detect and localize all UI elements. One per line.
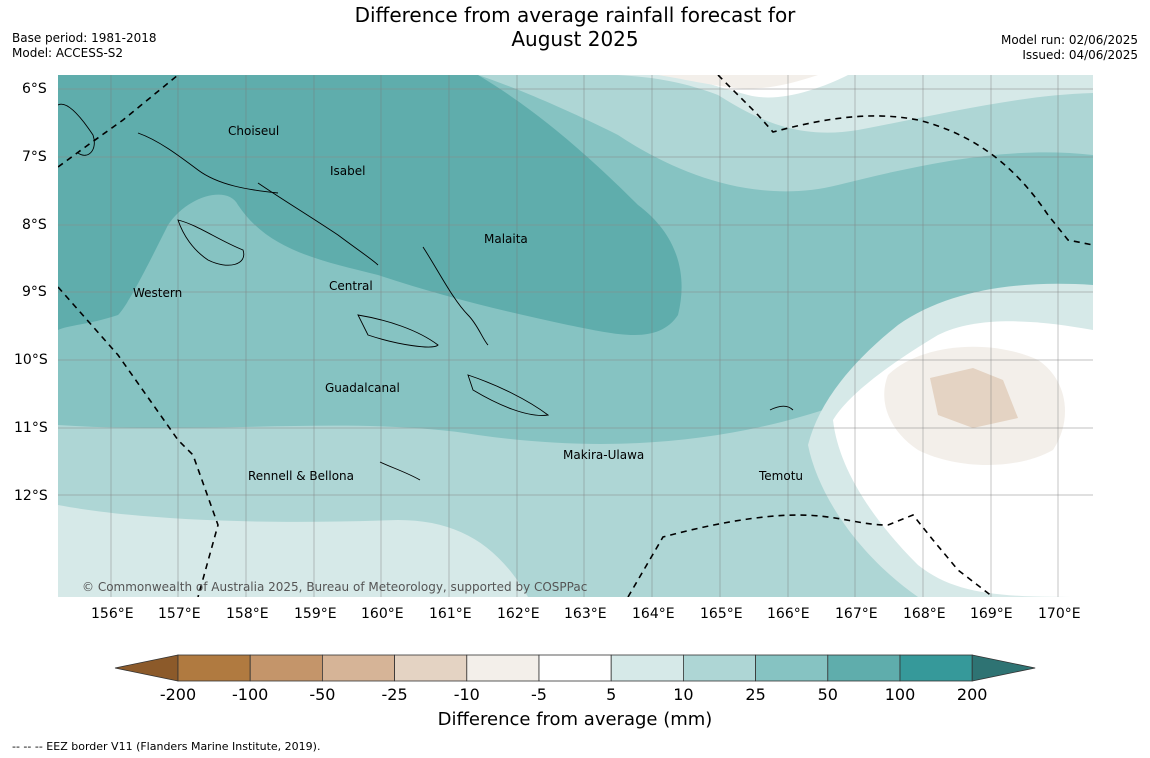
label-guadalcanal: Guadalcanal <box>325 381 400 395</box>
isabel-outline <box>257 182 379 266</box>
label-malaita: Malaita <box>484 232 528 246</box>
rennell-outline <box>379 461 421 481</box>
bougainville-outline <box>58 103 95 156</box>
lon-label-157e: 157°E <box>158 606 201 622</box>
colorbar-cell <box>683 654 757 682</box>
colorbar-cell <box>827 654 901 682</box>
base-period: Base period: 1981-2018 <box>12 31 157 45</box>
colorbar-cell <box>321 654 395 682</box>
colorbar-tick-label: 50 <box>818 685 838 704</box>
label-temotu: Temotu <box>758 469 803 483</box>
colorbar-cell <box>899 654 973 682</box>
colorbar-cell <box>538 654 612 682</box>
colorbar-cell <box>610 654 684 682</box>
lon-label-163e: 163°E <box>564 606 607 622</box>
colorbar-tick-label: -25 <box>382 685 408 704</box>
colorbar-cell <box>466 654 540 682</box>
colorbar-tick-label: -200 <box>160 685 196 704</box>
colorbar-ticks: -200 -100 -50 -25 -10 -5 5 10 25 50 100 200 <box>160 685 988 704</box>
malaita-outline <box>422 246 489 346</box>
guadalcanal-outline <box>357 314 439 348</box>
colorbar-cell <box>394 654 468 682</box>
lat-label-11s: 11°S <box>14 420 48 436</box>
lon-label-165e: 165°E <box>700 606 743 622</box>
lon-label-162e: 162°E <box>497 606 540 622</box>
lat-label-8s: 8°S <box>22 217 47 233</box>
lat-label-9s: 9°S <box>22 284 47 300</box>
makira-outline <box>467 374 550 416</box>
model-run: Model run: 02/06/2025 <box>1000 33 1138 47</box>
meta-right: Model run: 02/06/2025 Issued: 04/06/2025 <box>1001 33 1138 63</box>
lon-label-167e: 167°E <box>835 606 878 622</box>
meta-left: Base period: 1981-2018 Model: ACCESS-S2 <box>12 31 157 61</box>
label-choiseul: Choiseul <box>228 124 279 138</box>
lon-label-168e: 168°E <box>903 606 946 622</box>
lat-label-6s: 6°S <box>22 81 47 97</box>
lon-label-166e: 166°E <box>767 606 810 622</box>
santa-cruz-outline <box>769 405 794 411</box>
label-makira-ulawa: Makira-Ulawa <box>563 448 644 462</box>
colorbar-tick-label: 10 <box>673 685 693 704</box>
colorbar-tick-label: 5 <box>606 685 616 704</box>
colorbar-tick-label: -10 <box>454 685 480 704</box>
band-10-south <box>58 290 1093 597</box>
lon-label-170e: 170°E <box>1038 606 1081 622</box>
lon-label-159e: 159°E <box>294 606 337 622</box>
colorbar-arrow-low <box>114 654 179 682</box>
lat-label-12s: 12°S <box>14 488 48 504</box>
footnote: -- -- -- EEZ border V11 (Flanders Marine… <box>12 740 321 753</box>
band-50 <box>58 75 682 335</box>
colorbar-title: Difference from average (mm) <box>437 709 713 730</box>
colorbar-tick-label: 200 <box>957 685 988 704</box>
lon-label-161e: 161°E <box>429 606 472 622</box>
lon-label-156e: 156°E <box>91 606 134 622</box>
choiseul-outline <box>137 132 279 194</box>
lon-label-169e: 169°E <box>970 606 1013 622</box>
colorbar-tick-label: 100 <box>885 685 916 704</box>
lat-label-10s: 10°S <box>14 352 48 368</box>
band-dry-10 <box>930 368 1018 428</box>
lat-gridlines <box>58 88 1093 496</box>
rainfall-map: Choiseul Isabel Malaita Western Central … <box>58 75 1093 597</box>
colorbar-arrow-high <box>971 654 1036 682</box>
copyright-notice: © Commonwealth of Australia 2025, Bureau… <box>82 580 588 594</box>
colorbar-tick-label: 25 <box>745 685 765 704</box>
label-central: Central <box>329 279 373 293</box>
label-isabel: Isabel <box>330 164 365 178</box>
lon-label-160e: 160°E <box>361 606 404 622</box>
colorbar-cell <box>249 654 323 682</box>
band-dry-north <box>658 75 818 89</box>
map-title: Difference from average rainfall forecas… <box>0 3 1150 51</box>
issued-date: Issued: 04/06/2025 <box>1022 48 1138 62</box>
label-western: Western <box>133 286 182 300</box>
eez-border-west <box>58 286 219 597</box>
colorbar: -200 -100 -50 -25 -10 -5 5 10 25 50 100 200 <box>114 654 1036 704</box>
eez-border-north <box>58 75 179 168</box>
model-name: Model: ACCESS-S2 <box>12 46 124 60</box>
title-line-2: August 2025 <box>511 27 639 51</box>
colorbar-cells <box>114 654 1036 682</box>
lon-gridlines <box>110 75 1059 597</box>
colorbar-cell <box>177 654 251 682</box>
lon-label-164e: 164°E <box>632 606 675 622</box>
colorbar-tick-label: -100 <box>232 685 268 704</box>
band-5-south <box>58 505 528 597</box>
colorbar-tick-label: -5 <box>531 685 547 704</box>
colorbar-cell <box>755 654 829 682</box>
lon-label-158e: 158°E <box>226 606 269 622</box>
island-outlines <box>58 103 794 481</box>
lat-label-7s: 7°S <box>22 149 47 165</box>
eez-border-northeast <box>717 75 1093 246</box>
title-line-1: Difference from average rainfall forecas… <box>354 3 796 27</box>
eez-borders <box>58 75 1093 597</box>
new-georgia-outline <box>177 219 245 266</box>
colorbar-tick-label: -50 <box>309 685 335 704</box>
label-rennell-bellona: Rennell & Bellona <box>248 469 354 483</box>
